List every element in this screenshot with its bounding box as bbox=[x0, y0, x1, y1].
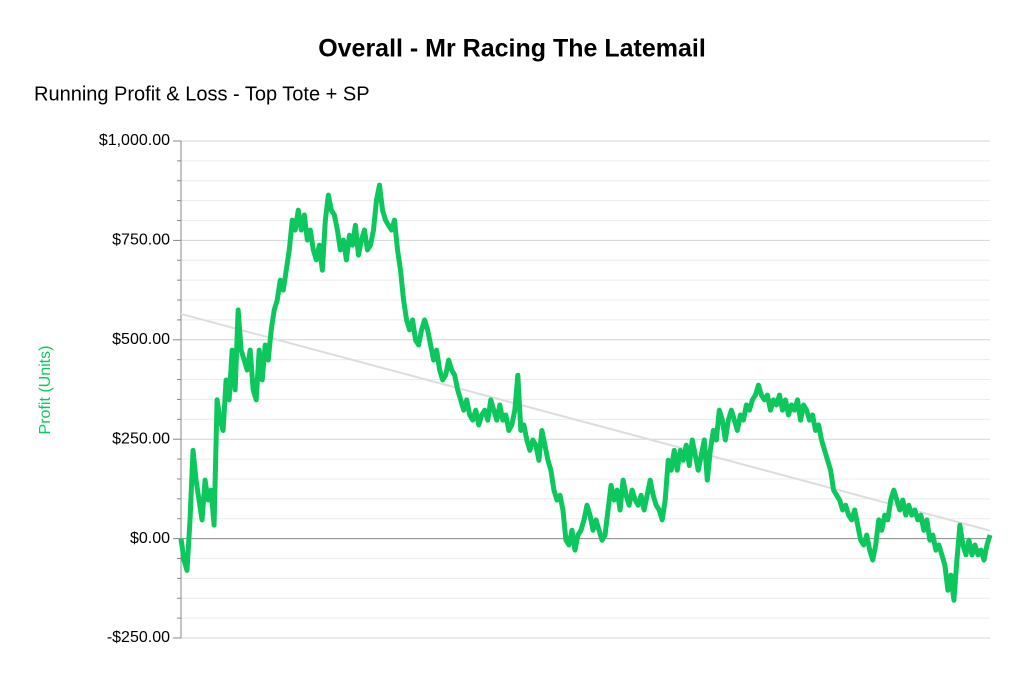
y-tick-label: -$250.00 bbox=[107, 629, 170, 646]
y-tick-label: $500.00 bbox=[112, 331, 170, 348]
y-tick-label: $250.00 bbox=[112, 430, 170, 447]
y-tick-label: $1,000.00 bbox=[99, 132, 170, 149]
y-tick-label: $750.00 bbox=[112, 232, 170, 249]
data-line bbox=[178, 182, 993, 603]
y-axis-label: Profit (Units) bbox=[37, 346, 54, 435]
chart-title: Overall - Mr Racing The Latemail bbox=[318, 35, 706, 63]
chart-subtitle: Running Profit & Loss - Top Tote + SP bbox=[34, 83, 370, 105]
y-tick-label: $0.00 bbox=[130, 530, 170, 547]
trend-line bbox=[180, 312, 991, 532]
